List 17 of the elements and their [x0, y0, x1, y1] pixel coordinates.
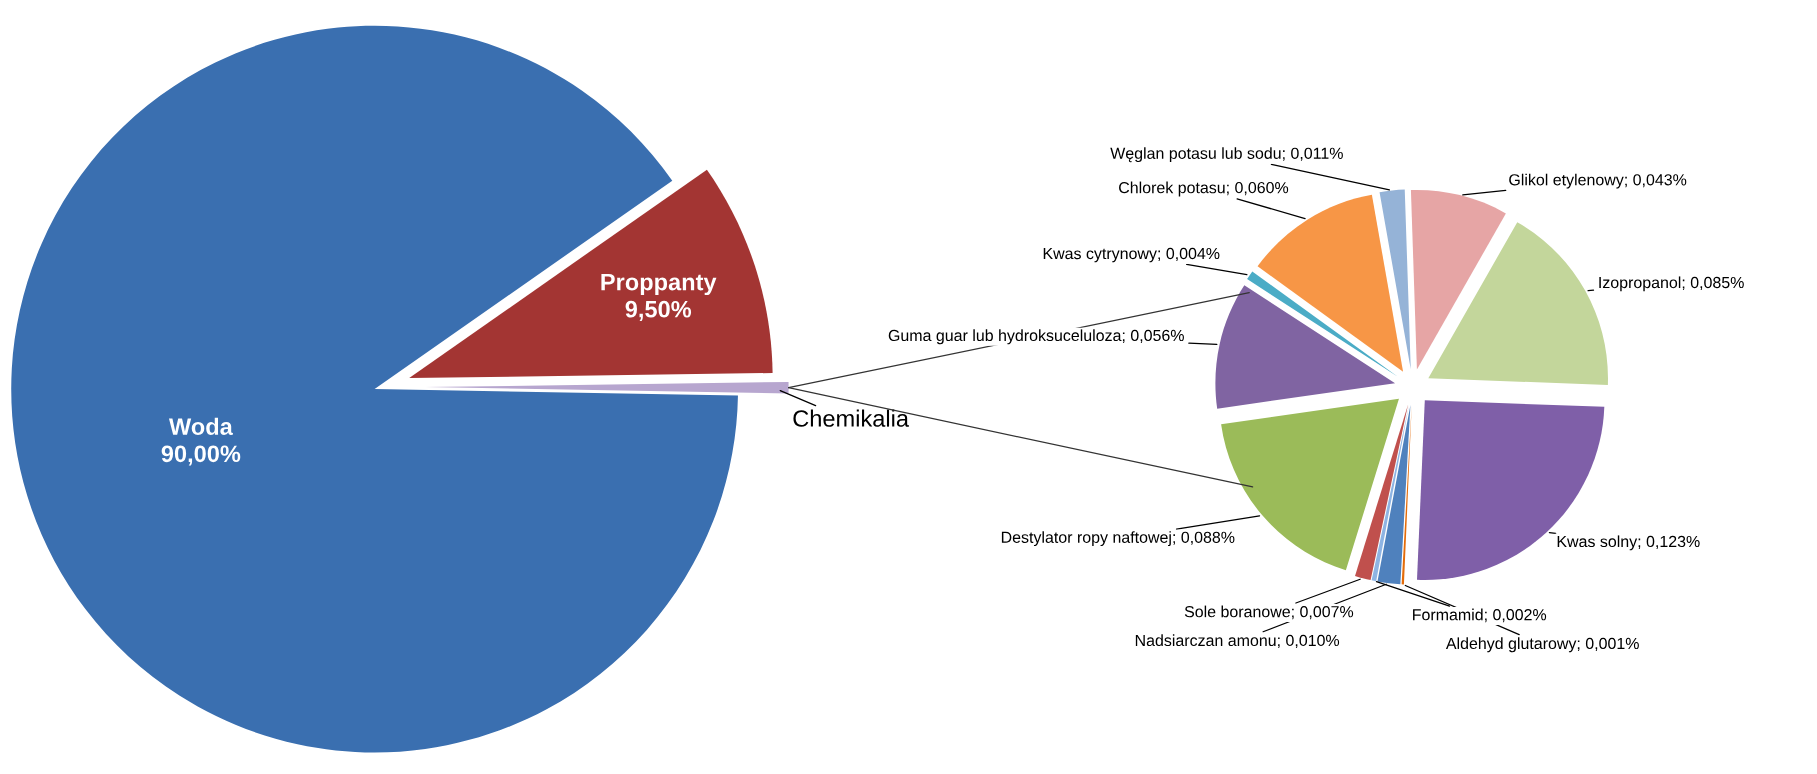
slice-label: Formamid; 0,002% [1413, 608, 1547, 623]
slice-label: Aldehyd glutarowy; 0,001% [1445, 637, 1639, 653]
slice-label: Chemikalia [793, 409, 909, 427]
slice-label: Nadsiarczan amonu; 0,010% [1135, 634, 1340, 648]
slice-label: Sole boranowe; 0,007% [1184, 605, 1354, 620]
slice-label: Chlorek potasu; 0,060% [1119, 181, 1289, 197]
slice-label: Kwas solny; 0,123% [1557, 535, 1700, 551]
slice-label: Guma guar lub hydroksuceluloza; 0,056% [888, 329, 1184, 345]
slice-label: Izopropanol; 0,085% [1599, 276, 1744, 292]
data-label: 90,00% [161, 445, 241, 466]
slice-label: Glikol etylenowy; 0,043% [1509, 173, 1687, 189]
data-label: 9,50% [625, 300, 692, 321]
slice-label: Proppanty [601, 273, 717, 296]
slice-label: Destylator ropy naftowej; 0,088% [1001, 531, 1235, 547]
slice-label: Kwas cytrynowy; 0,004% [1043, 247, 1220, 263]
slice-label: Woda [168, 417, 233, 436]
slice-label: Węglan potasu lub sodu; 0,011% [1110, 147, 1343, 163]
